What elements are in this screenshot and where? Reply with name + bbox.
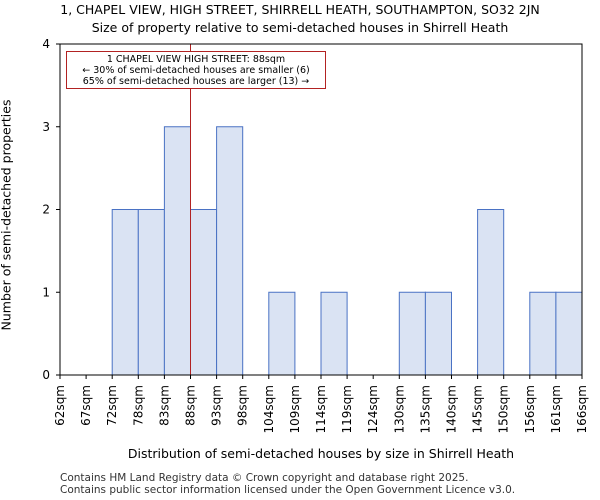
histogram-bar [163,126,191,376]
histogram-bar [555,291,583,376]
x-tick-label: 145sqm [471,385,485,433]
x-tick-label: 67sqm [79,385,93,426]
annotation-box: 1 CHAPEL VIEW HIGH STREET: 88sqm ← 30% o… [66,51,326,89]
footer-copyright: Contains HM Land Registry data © Crown c… [60,472,469,484]
y-tick-label: 1 [42,285,50,299]
x-tick-label: 93sqm [210,385,224,426]
y-axis-label: Number of semi-detached properties [0,99,14,331]
y-tick-label: 3 [42,120,50,134]
histogram-bar [111,209,139,376]
footer-licence: Contains public sector information licen… [60,484,516,496]
histogram-bar [137,209,165,376]
histogram-bar [268,291,296,376]
chart-subtitle: Size of property relative to semi-detach… [91,20,509,35]
x-tick-label: 135sqm [418,385,432,433]
x-tick-label: 104sqm [262,385,276,433]
y-tick-label: 4 [42,37,50,51]
histogram-bar [320,291,348,376]
x-tick-label: 72sqm [105,385,119,426]
x-tick-label: 166sqm [575,385,589,433]
x-tick-label: 130sqm [392,385,406,433]
annotation-line-3: 65% of semi-detached houses are larger (… [82,76,310,87]
annotation-line-1: 1 CHAPEL VIEW HIGH STREET: 88sqm [106,54,286,65]
x-tick-label: 161sqm [549,385,563,433]
x-tick-label: 140sqm [445,385,459,433]
annotation-line-2: ← 30% of semi-detached houses are smalle… [82,65,310,76]
x-tick-label: 83sqm [157,385,171,426]
histogram-bar [529,291,557,376]
x-axis-label: Distribution of semi-detached houses by … [127,446,515,461]
histogram-bar [190,209,218,376]
x-tick-label: 150sqm [497,385,511,433]
x-tick-label: 62sqm [53,385,67,426]
x-tick-label: 98sqm [236,385,250,426]
x-tick-label: 156sqm [523,385,537,433]
histogram-bar [398,291,426,376]
x-tick-label: 119sqm [340,385,354,433]
histogram-bar [216,126,244,376]
y-tick-label: 2 [42,203,50,217]
y-tick-label: 0 [42,368,50,382]
chart-title: 1, CHAPEL VIEW, HIGH STREET, SHIRRELL HE… [60,2,540,17]
histogram-bar [424,291,452,376]
x-tick-label: 114sqm [314,385,328,433]
histogram-bar [477,209,505,376]
x-tick-label: 124sqm [366,385,380,433]
x-tick-label: 78sqm [131,385,145,426]
x-tick-label: 109sqm [288,385,302,433]
x-tick-label: 88sqm [184,385,198,426]
